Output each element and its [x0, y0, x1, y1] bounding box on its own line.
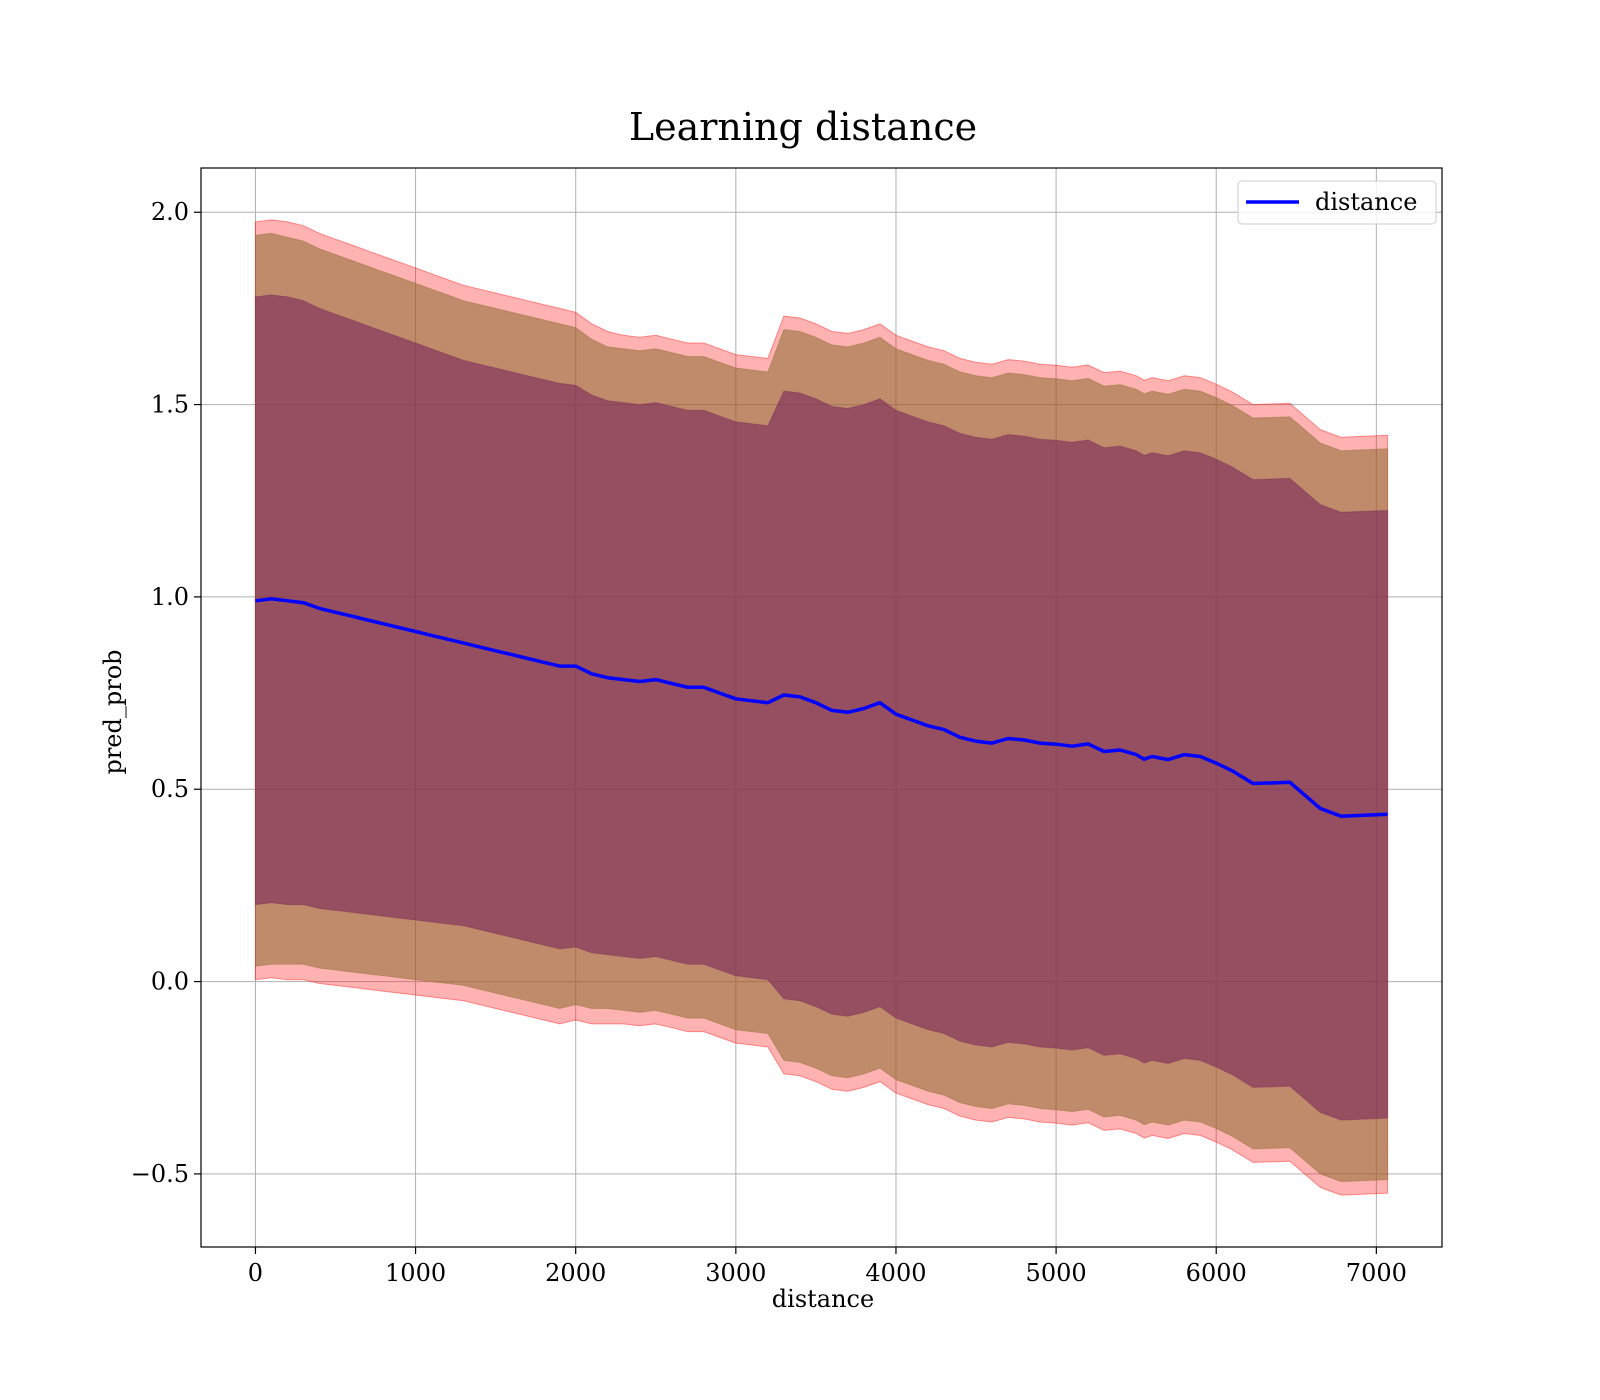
y-tick-label: 0.5	[151, 775, 189, 803]
x-tick-label: 0	[248, 1259, 263, 1287]
x-axis-label: distance	[772, 1285, 874, 1313]
y-tick-label: 2.0	[151, 198, 189, 226]
x-tick-label: 5000	[1026, 1259, 1087, 1287]
axis-ticks: 0 1000 2000 3000 4000 5000 6000 7000 2.0 1.5 1.0 0.…	[131, 198, 1407, 1287]
x-tick-label: 7000	[1346, 1259, 1407, 1287]
uncertainty-bands	[254, 219, 1389, 1196]
y-tick-label: 1.5	[151, 391, 189, 419]
y-axis-label: pred_prob	[99, 649, 127, 774]
x-tick-label: 3000	[705, 1259, 766, 1287]
y-tick-label: −0.5	[131, 1160, 189, 1188]
y-tick-label: 0.0	[151, 968, 189, 996]
y-tick-label: 1.0	[151, 583, 189, 611]
legend-label: distance	[1315, 188, 1417, 216]
x-tick-label: 6000	[1186, 1259, 1247, 1287]
band-inner	[254, 294, 1389, 1121]
chart-title: Learning distance	[629, 105, 977, 149]
legend-box	[1237, 180, 1437, 225]
series-lines	[255, 597, 1388, 818]
x-tick-label: 2000	[545, 1259, 606, 1287]
series-line-distance	[255, 597, 1388, 818]
x-tick-label: 4000	[865, 1259, 926, 1287]
legend: distance	[1237, 180, 1437, 225]
plot-frame	[200, 167, 1443, 1248]
x-tick-label: 1000	[385, 1259, 446, 1287]
